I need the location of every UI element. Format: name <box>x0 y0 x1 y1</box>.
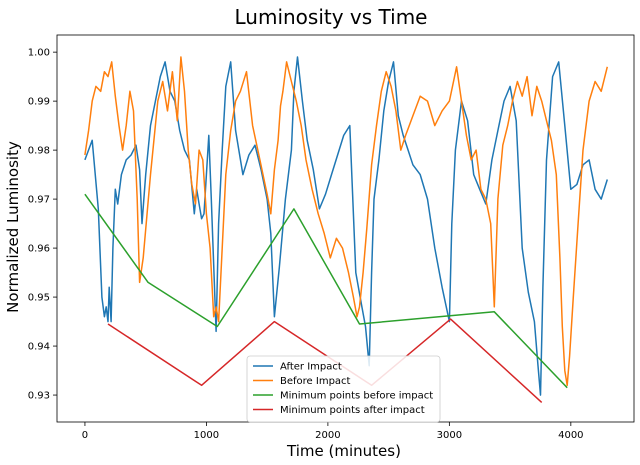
legend-box <box>246 355 441 423</box>
x-tick-label: 0 <box>82 430 88 441</box>
x-tick-label: 4000 <box>558 430 583 441</box>
y-tick-label: 0.93 <box>28 391 50 402</box>
y-tick-label: 0.96 <box>28 244 50 255</box>
series-layer <box>84 56 609 403</box>
legend-entry-2: Minimum points before impact <box>280 391 433 402</box>
x-tick-label: 1000 <box>194 430 219 441</box>
legend: After Impact Before Impact Minimum points … <box>246 355 441 423</box>
x-axis-label: Time (minutes) <box>286 442 401 460</box>
legend-entry-1: Before Impact <box>280 376 351 387</box>
series-line-2 <box>84 193 568 389</box>
series-line-1 <box>84 56 609 387</box>
y-tick-label: 0.97 <box>28 195 50 206</box>
chart-title: Luminosity vs Time <box>235 5 428 29</box>
series-line-0 <box>84 56 609 396</box>
y-tick-label: 0.94 <box>28 342 50 353</box>
x-tick-label: 3000 <box>437 430 462 441</box>
x-axis-ticks: 0 1000 2000 3000 4000 <box>82 422 584 441</box>
y-axis-label: Normalized Luminosity <box>4 141 22 313</box>
legend-entry-0: After Impact <box>280 362 342 373</box>
legend-entry-3: Minimum points after impact <box>280 405 425 416</box>
y-axis-ticks: 0.93 0.94 0.95 0.96 0.97 0.98 0.99 1.00 <box>28 48 57 402</box>
series-line-3 <box>107 318 543 403</box>
y-tick-label: 0.95 <box>28 293 50 304</box>
y-tick-label: 0.99 <box>28 97 50 108</box>
x-tick-label: 2000 <box>315 430 340 441</box>
y-tick-label: 0.98 <box>28 146 50 157</box>
y-tick-label: 1.00 <box>28 48 50 59</box>
